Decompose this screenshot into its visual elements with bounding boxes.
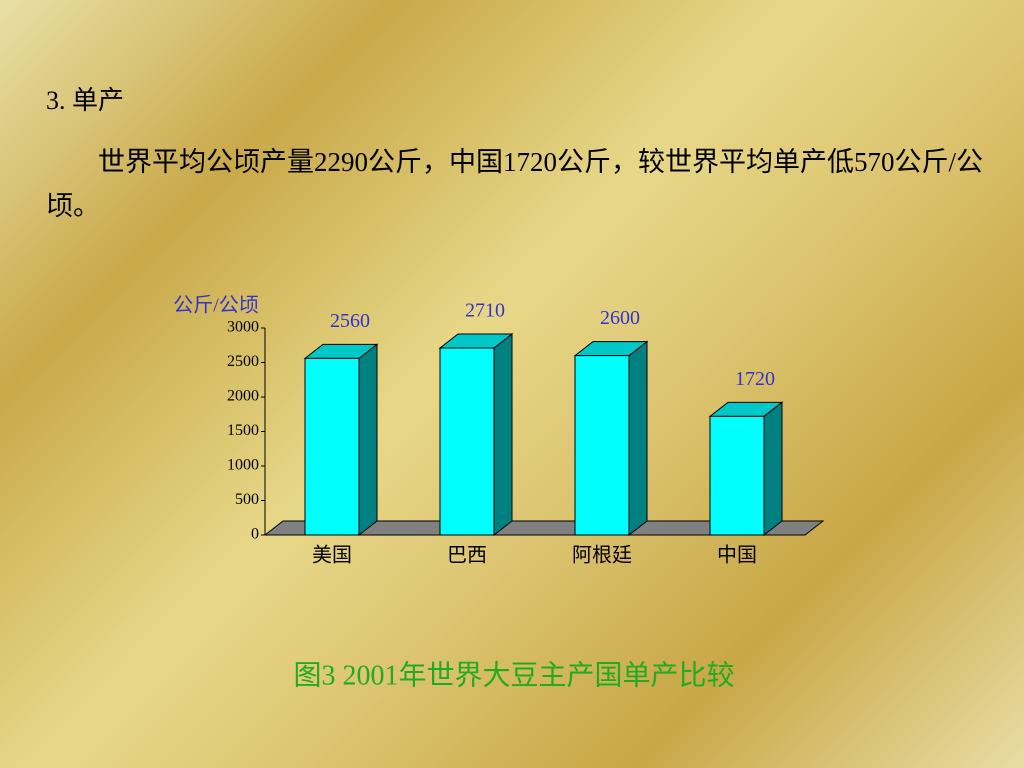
bar xyxy=(574,355,630,536)
value-label: 1720 xyxy=(735,368,775,390)
bar xyxy=(304,357,360,536)
bar-side xyxy=(763,401,783,537)
x-tick-label: 巴西 xyxy=(447,545,487,567)
bar-side xyxy=(358,343,378,537)
x-tick-label: 中国 xyxy=(717,544,757,567)
y-tick-label: 3000 xyxy=(227,319,259,336)
y-tick-label: 1500 xyxy=(227,422,259,439)
value-label: 2600 xyxy=(600,307,640,329)
value-label: 2560 xyxy=(330,310,370,332)
y-tick-label: 1000 xyxy=(227,457,259,474)
x-tick-label: 美国 xyxy=(312,544,352,567)
y-tick-label: 500 xyxy=(235,491,259,508)
y-tick-label: 2500 xyxy=(227,353,259,370)
value-label: 2710 xyxy=(465,300,505,322)
y-tick-label: 2000 xyxy=(227,388,259,405)
bar-side xyxy=(493,332,513,537)
y-axis-label: 公斤/公顷 xyxy=(173,294,259,317)
x-tick-label: 阿根廷 xyxy=(572,544,632,567)
y-tick-label: 0 xyxy=(251,526,259,543)
chart-title: 图3 2001年世界大豆主产国单产比较 xyxy=(293,659,734,691)
heading: 3. 单产 xyxy=(46,86,125,115)
paragraph: 世界平均公顷产量2290公斤，中国1720公斤，较世界平均单产低570公斤/公顷… xyxy=(46,147,984,221)
bar-side xyxy=(628,340,648,537)
bar xyxy=(709,415,765,536)
bar xyxy=(439,347,495,536)
